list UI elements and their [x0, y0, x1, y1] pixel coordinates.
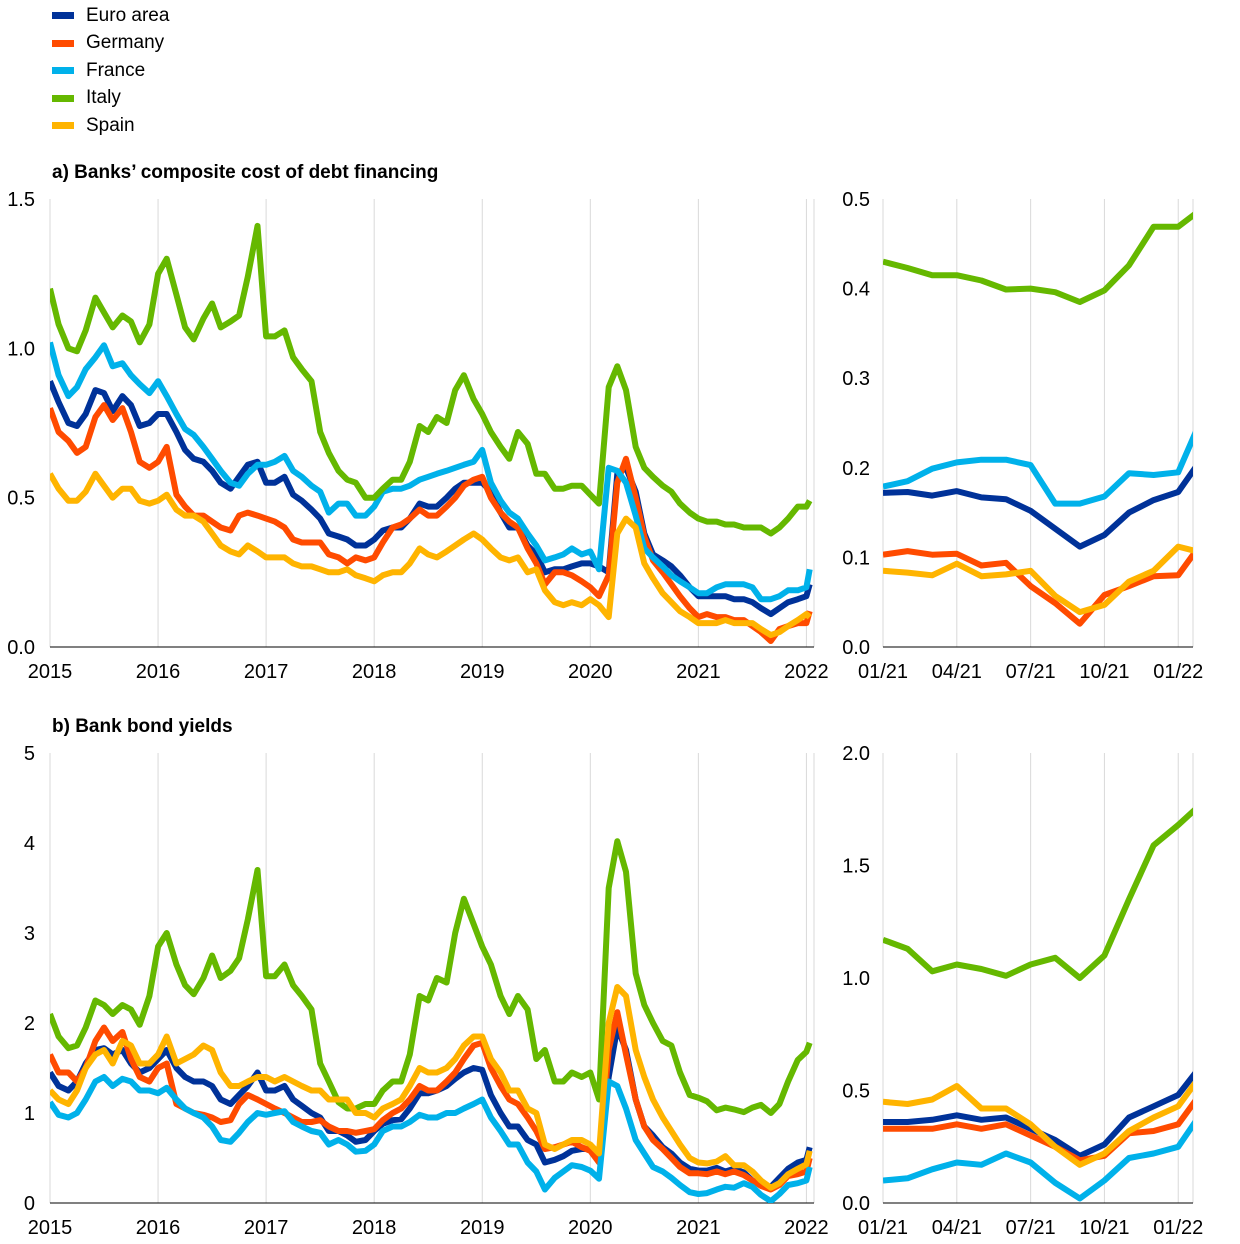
- x-tick-label: 10/21: [1079, 1217, 1129, 1239]
- series-line-france: [883, 1119, 1193, 1202]
- series-line-germany: [50, 402, 813, 644]
- series-line-france: [50, 1074, 813, 1203]
- x-tick-label: 2019: [460, 661, 505, 683]
- series-line-italy: [883, 807, 1193, 981]
- series-line-germany: [883, 548, 1193, 627]
- y-tick-label: 3: [24, 923, 35, 945]
- y-tick-label: 0.0: [7, 637, 35, 659]
- y-tick-label: 0.3: [842, 368, 870, 390]
- x-tick-label: 2021: [676, 1217, 721, 1239]
- y-tick-label: 5: [24, 743, 35, 765]
- series-line-france: [883, 430, 1193, 507]
- x-tick-label: 2015: [28, 661, 73, 683]
- x-tick-label: 2022: [784, 661, 829, 683]
- legend-label-germany: Germany: [86, 32, 165, 54]
- y-tick-label: 0: [24, 1193, 35, 1215]
- chart-b-bond-yields-long: 0 1 2 3 4 5 2015 2016 2017 2018 2019 2020 2021 2022: [24, 743, 829, 1239]
- y-tick-label: 2.0: [842, 743, 870, 765]
- y-tick-label: 1.5: [842, 856, 870, 878]
- legend-swatch-italy: [52, 94, 74, 102]
- series-line-france: [50, 341, 813, 603]
- x-tick-label: 2017: [244, 1217, 289, 1239]
- y-tick-label: 0.4: [842, 279, 870, 301]
- series-line-italy: [50, 838, 813, 1116]
- y-tick-label: 1.0: [842, 968, 870, 990]
- x-tick-label: 01/21: [858, 1217, 908, 1239]
- x-tick-label: 2017: [244, 661, 289, 683]
- legend-item-france: France: [52, 57, 169, 85]
- x-tick-label: 2021: [676, 661, 721, 683]
- panel-b-title: b) Bank bond yields: [52, 716, 233, 737]
- legend-label-spain: Spain: [86, 114, 135, 136]
- series-line-italy: [50, 222, 813, 537]
- series-line-euro-area: [883, 465, 1193, 550]
- y-tick-label: 0.5: [7, 488, 35, 510]
- series-line-spain: [50, 470, 812, 639]
- y-tick-label: 0.0: [842, 1193, 870, 1215]
- series-line-spain: [883, 1080, 1193, 1168]
- series-line-spain: [883, 543, 1193, 616]
- y-tick-label: 0.5: [842, 189, 870, 211]
- chart-a-cost-of-debt-long: 0.0 0.5 1.0 1.5 2015 2016 2017 2018 2019 2020 2021…: [7, 189, 829, 683]
- legend-swatch-euro-area: [52, 12, 74, 20]
- legend-label-italy: Italy: [86, 87, 121, 109]
- x-tick-label: 2018: [352, 1217, 397, 1239]
- y-tick-label: 0.0: [842, 637, 870, 659]
- x-tick-label: 2020: [568, 661, 613, 683]
- y-tick-label: 0.1: [842, 547, 870, 569]
- x-tick-label: 01/22: [1153, 661, 1203, 683]
- x-tick-label: 2018: [352, 661, 397, 683]
- x-tick-label: 2016: [136, 661, 181, 683]
- y-tick-label: 4: [24, 833, 35, 855]
- x-tick-label: 07/21: [1006, 661, 1056, 683]
- legend-item-euro-area: Euro area: [52, 2, 169, 30]
- series-line-italy: [883, 211, 1193, 305]
- x-tick-label: 2022: [784, 1217, 829, 1239]
- x-tick-label: 2015: [28, 1217, 73, 1239]
- y-tick-label: 1: [24, 1103, 35, 1125]
- series-line-spain: [50, 984, 813, 1191]
- x-tick-label: 04/21: [932, 1217, 982, 1239]
- legend-item-spain: Spain: [52, 112, 169, 140]
- x-tick-label: 2020: [568, 1217, 613, 1239]
- legend-item-germany: Germany: [52, 30, 169, 58]
- chart-a-cost-of-debt-2021: 0.0 0.1 0.2 0.3 0.4 0.5 01/21 04/21 07/21 10/21 01…: [842, 189, 1203, 683]
- legend-swatch-france: [52, 67, 74, 75]
- legend-item-italy: Italy: [52, 85, 169, 113]
- legend-label-euro-area: Euro area: [86, 4, 170, 26]
- x-tick-label: 04/21: [932, 661, 982, 683]
- y-tick-label: 1.0: [7, 338, 35, 360]
- y-tick-label: 0.2: [842, 458, 870, 480]
- panel-a-title: a) Banks’ composite cost of debt financi…: [52, 162, 439, 183]
- y-tick-label: 1.5: [7, 189, 35, 211]
- y-tick-label: 0.5: [842, 1081, 870, 1103]
- legend: Euro area Germany France Italy Spain: [52, 2, 169, 140]
- x-tick-label: 07/21: [1006, 1217, 1056, 1239]
- x-tick-label: 2016: [136, 1217, 181, 1239]
- series-line-germany: [883, 1098, 1193, 1164]
- x-tick-label: 10/21: [1079, 661, 1129, 683]
- x-tick-label: 2019: [460, 1217, 505, 1239]
- legend-swatch-spain: [52, 122, 74, 130]
- legend-label-france: France: [86, 59, 146, 81]
- x-tick-label: 01/21: [858, 661, 908, 683]
- legend-swatch-germany: [52, 39, 74, 47]
- y-tick-label: 2: [24, 1013, 35, 1035]
- x-tick-label: 01/22: [1153, 1217, 1203, 1239]
